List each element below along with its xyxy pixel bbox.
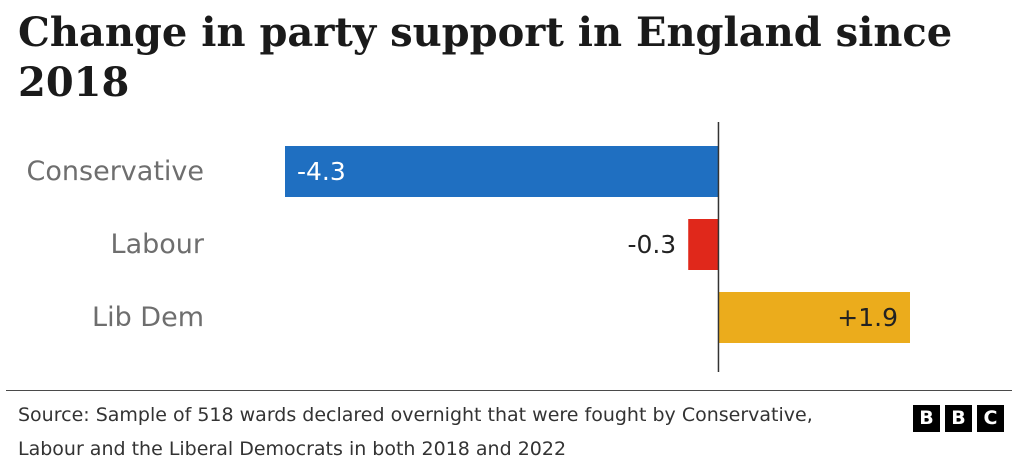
bar-chart: Conservative -4.3 Labour -0.3 Lib Dem +1.9 [27, 122, 910, 372]
category-label: Lib Dem [92, 302, 204, 333]
value-label: -4.3 [297, 157, 346, 186]
value-label: +1.9 [837, 303, 898, 332]
bar-labour [688, 219, 719, 270]
source-note: Source: Sample of 518 wards declared ove… [18, 404, 813, 460]
category-label: Labour [111, 229, 205, 260]
bar-conservative [285, 146, 719, 197]
bbc-logo-block: C [977, 405, 1004, 432]
bbc-logo-block: B [913, 405, 940, 432]
value-label: -0.3 [627, 230, 676, 259]
chart-title: Change in party support in England since… [18, 9, 953, 106]
bar-lib-dem [718, 292, 910, 343]
footer-divider [6, 390, 1012, 391]
bbc-logo-block: B [945, 405, 972, 432]
category-label: Conservative [27, 156, 204, 187]
bbc-logo: B B C [913, 405, 1004, 432]
